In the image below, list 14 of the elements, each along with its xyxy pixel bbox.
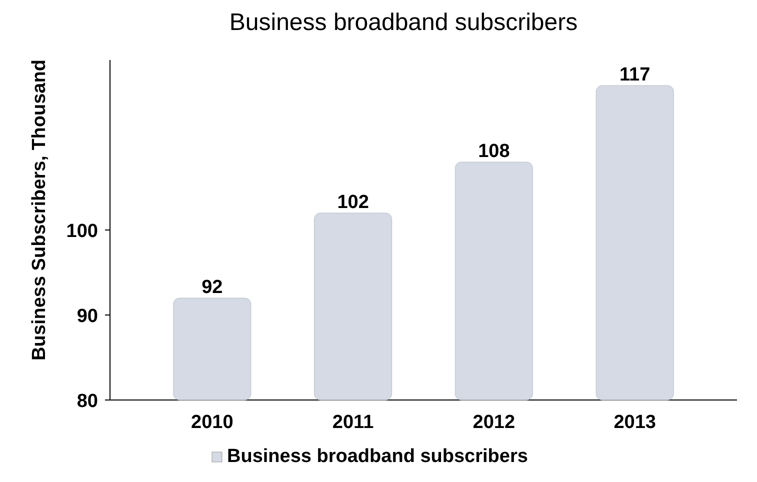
data-label: 92 bbox=[202, 277, 223, 298]
chart-title: Business broadband subscribers bbox=[229, 9, 578, 36]
x-tick-label: 2010 bbox=[191, 412, 234, 433]
y-tick-label: 100 bbox=[66, 221, 98, 242]
y-tick-label: 90 bbox=[76, 306, 98, 327]
y-tick-label: 80 bbox=[76, 391, 98, 412]
x-tick-label: 2011 bbox=[332, 412, 374, 433]
data-label: 102 bbox=[337, 192, 369, 213]
y-axis-title: Business Subscribers, Thousand bbox=[29, 60, 50, 360]
x-tick-label: 2012 bbox=[472, 412, 516, 433]
legend-label: Business broadband subscribers bbox=[227, 446, 528, 467]
data-label: 108 bbox=[478, 141, 510, 162]
x-tick-label: 2013 bbox=[614, 412, 656, 433]
data-label: 117 bbox=[620, 64, 650, 86]
